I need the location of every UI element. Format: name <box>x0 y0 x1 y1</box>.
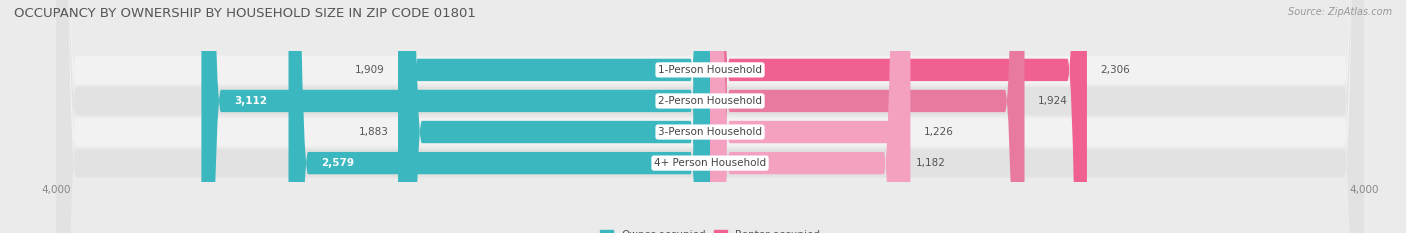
Text: 1,909: 1,909 <box>356 65 385 75</box>
FancyBboxPatch shape <box>288 0 710 233</box>
FancyBboxPatch shape <box>710 0 1087 233</box>
FancyBboxPatch shape <box>398 0 710 233</box>
Text: 3-Person Household: 3-Person Household <box>658 127 762 137</box>
Text: 1,182: 1,182 <box>917 158 946 168</box>
FancyBboxPatch shape <box>56 0 1364 233</box>
Text: 3,112: 3,112 <box>233 96 267 106</box>
Text: 2-Person Household: 2-Person Household <box>658 96 762 106</box>
FancyBboxPatch shape <box>56 0 1364 233</box>
Text: 2,306: 2,306 <box>1099 65 1130 75</box>
Text: 4+ Person Household: 4+ Person Household <box>654 158 766 168</box>
Text: 1-Person Household: 1-Person Household <box>658 65 762 75</box>
Legend: Owner-occupied, Renter-occupied: Owner-occupied, Renter-occupied <box>596 226 824 233</box>
Text: OCCUPANCY BY OWNERSHIP BY HOUSEHOLD SIZE IN ZIP CODE 01801: OCCUPANCY BY OWNERSHIP BY HOUSEHOLD SIZE… <box>14 7 477 20</box>
Text: Source: ZipAtlas.com: Source: ZipAtlas.com <box>1288 7 1392 17</box>
FancyBboxPatch shape <box>56 0 1364 233</box>
FancyBboxPatch shape <box>56 0 1364 233</box>
FancyBboxPatch shape <box>710 0 903 233</box>
Text: 1,226: 1,226 <box>924 127 953 137</box>
FancyBboxPatch shape <box>201 0 710 233</box>
FancyBboxPatch shape <box>402 0 710 233</box>
Text: 2,579: 2,579 <box>321 158 354 168</box>
Text: 1,883: 1,883 <box>360 127 389 137</box>
FancyBboxPatch shape <box>710 0 1025 233</box>
FancyBboxPatch shape <box>710 0 911 233</box>
Text: 1,924: 1,924 <box>1038 96 1067 106</box>
